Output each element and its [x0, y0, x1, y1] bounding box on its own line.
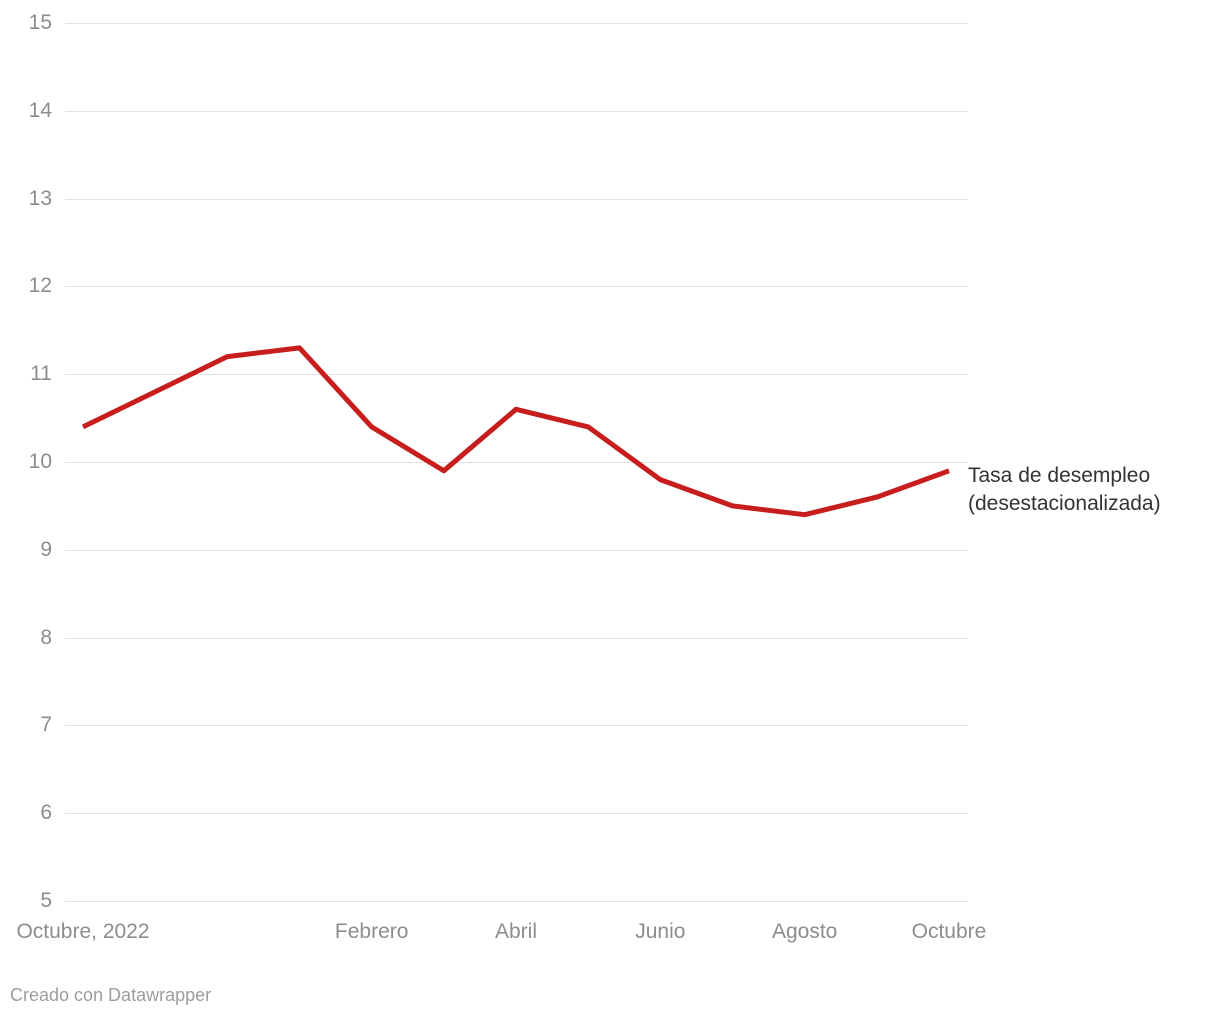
y-tick-label-8: 8 [40, 625, 52, 649]
y-tick-label-12: 12 [28, 274, 52, 298]
x-tick-label-4: Febrero [334, 920, 409, 943]
series-label-line-1: Tasa de desempleo [968, 464, 1151, 487]
y-tick-label-6: 6 [40, 801, 52, 825]
series-line-tasa-de-desempleo [81, 345, 950, 518]
y-tick-label-9: 9 [40, 537, 52, 561]
y-tick-label-14: 14 [28, 98, 52, 122]
y-tick-label-13: 13 [28, 186, 52, 210]
y-tick-label-15: 15 [28, 11, 52, 34]
y-tick-label-5: 5 [40, 889, 52, 912]
series-label: Tasa de desempleo (desestacionalizada) [968, 462, 1161, 518]
x-tick-label-0: Octubre, 2022 [16, 920, 150, 943]
x-tick-label-6: Abril [494, 920, 537, 943]
y-tick-label-10: 10 [28, 450, 52, 473]
attribution-text: Creado con Datawrapper [10, 985, 212, 1005]
series-label-line-2: (desestacionalizada) [968, 492, 1161, 515]
y-tick-label-11: 11 [30, 362, 52, 386]
x-tick-label-10: Agosto [771, 920, 838, 943]
y-tick-label-7: 7 [40, 713, 52, 737]
x-tick-label-8: Junio [635, 920, 686, 943]
x-tick-label-12: Octubre [911, 920, 987, 943]
